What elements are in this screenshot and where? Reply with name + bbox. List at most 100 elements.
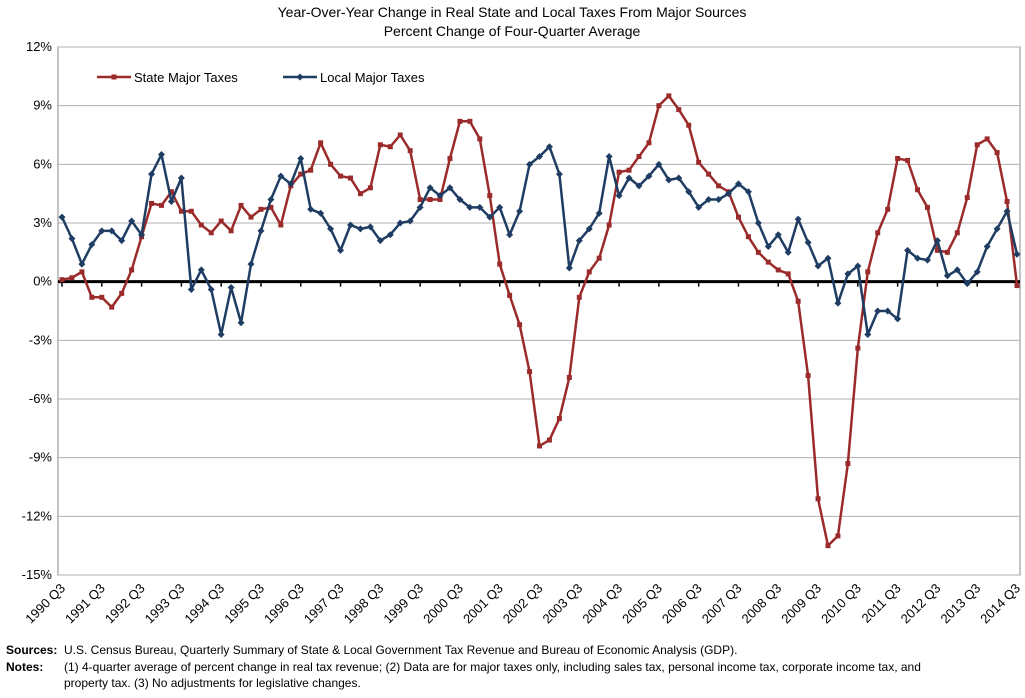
marker: [157, 151, 165, 159]
marker: [98, 227, 106, 235]
marker: [645, 172, 653, 180]
marker: [834, 299, 842, 307]
x-tick-label: 1992 Q3: [102, 581, 148, 627]
marker: [356, 225, 364, 233]
x-tick-label: 2004 Q3: [579, 581, 625, 627]
marker: [178, 208, 184, 214]
marker: [775, 267, 781, 273]
marker: [287, 180, 295, 188]
marker: [318, 140, 324, 146]
marker: [506, 231, 514, 239]
y-tick-label: 6%: [33, 156, 52, 171]
marker: [1013, 250, 1021, 258]
marker: [785, 271, 791, 277]
marker: [297, 154, 305, 162]
marker: [227, 284, 235, 292]
marker: [685, 188, 693, 196]
marker: [167, 197, 175, 205]
marker: [507, 292, 513, 298]
y-tick-label: -15%: [22, 567, 53, 582]
sources-text: U.S. Census Bureau, Quarterly Summary of…: [64, 643, 738, 657]
x-tick-label: 1994 Q3: [181, 581, 227, 627]
marker: [636, 154, 642, 160]
marker: [656, 103, 662, 109]
y-tick-label: -3%: [29, 332, 53, 347]
marker: [437, 197, 443, 203]
marker: [177, 174, 185, 182]
marker: [228, 228, 234, 234]
marker: [416, 203, 424, 211]
y-tick-label: 0%: [33, 274, 52, 289]
marker: [895, 155, 901, 161]
marker: [307, 205, 315, 213]
marker: [904, 246, 912, 254]
marker: [576, 294, 582, 300]
marker: [894, 315, 902, 323]
marker: [864, 330, 872, 338]
y-tick-label: -12%: [22, 508, 53, 523]
marker: [556, 416, 562, 422]
marker: [815, 496, 821, 502]
marker: [586, 269, 592, 275]
marker: [537, 443, 542, 449]
x-tick-label: 2014 Q3: [977, 581, 1023, 627]
marker: [646, 140, 652, 146]
marker: [943, 272, 951, 280]
marker: [963, 280, 971, 288]
marker: [108, 227, 116, 235]
x-tick-label: 1999 Q3: [380, 581, 426, 627]
marker: [208, 230, 214, 236]
marker: [774, 231, 782, 239]
marker: [973, 268, 981, 276]
marker: [128, 217, 136, 225]
marker: [555, 170, 563, 178]
marker: [477, 136, 483, 142]
marker: [884, 307, 892, 315]
marker: [346, 221, 354, 229]
y-tick-label: 3%: [33, 215, 52, 230]
marker: [1003, 207, 1011, 215]
marker: [595, 209, 603, 217]
marker: [854, 262, 862, 270]
marker: [308, 167, 314, 173]
sources: Sources: U.S. Census Bureau, Quarterly Su…: [6, 642, 944, 658]
x-tick-label: 2007 Q3: [699, 581, 745, 627]
marker: [347, 175, 353, 181]
marker: [69, 275, 75, 281]
marker: [1004, 198, 1010, 204]
x-tick-label: 1995 Q3: [221, 581, 267, 627]
x-tick-label: 2012 Q3: [898, 581, 944, 627]
y-tick-label: -9%: [29, 450, 53, 465]
marker: [655, 160, 663, 168]
marker: [745, 234, 751, 240]
marker: [915, 187, 921, 193]
marker: [247, 260, 255, 268]
series-line: [60, 145, 1019, 336]
marker: [695, 203, 703, 211]
marker: [954, 230, 960, 236]
x-tick-label: 2010 Q3: [818, 581, 864, 627]
marker: [248, 214, 254, 220]
marker: [238, 202, 244, 208]
marker: [298, 171, 304, 177]
x-tick-label: 2002 Q3: [500, 581, 546, 627]
marker: [78, 260, 86, 268]
sources-label: Sources:: [6, 643, 58, 657]
marker: [217, 330, 225, 338]
marker: [546, 437, 552, 443]
marker: [486, 213, 494, 221]
marker: [397, 132, 403, 138]
marker: [148, 170, 156, 178]
marker: [267, 196, 275, 204]
x-tick-label: 2008 Q3: [738, 581, 784, 627]
marker: [974, 142, 980, 148]
marker: [487, 193, 493, 199]
marker: [794, 215, 802, 223]
marker: [676, 107, 682, 113]
marker: [754, 219, 762, 227]
marker: [994, 150, 1000, 156]
x-tick-label: 2011 Q3: [859, 581, 904, 626]
marker: [784, 248, 792, 256]
notes-label: Notes:: [6, 660, 44, 674]
